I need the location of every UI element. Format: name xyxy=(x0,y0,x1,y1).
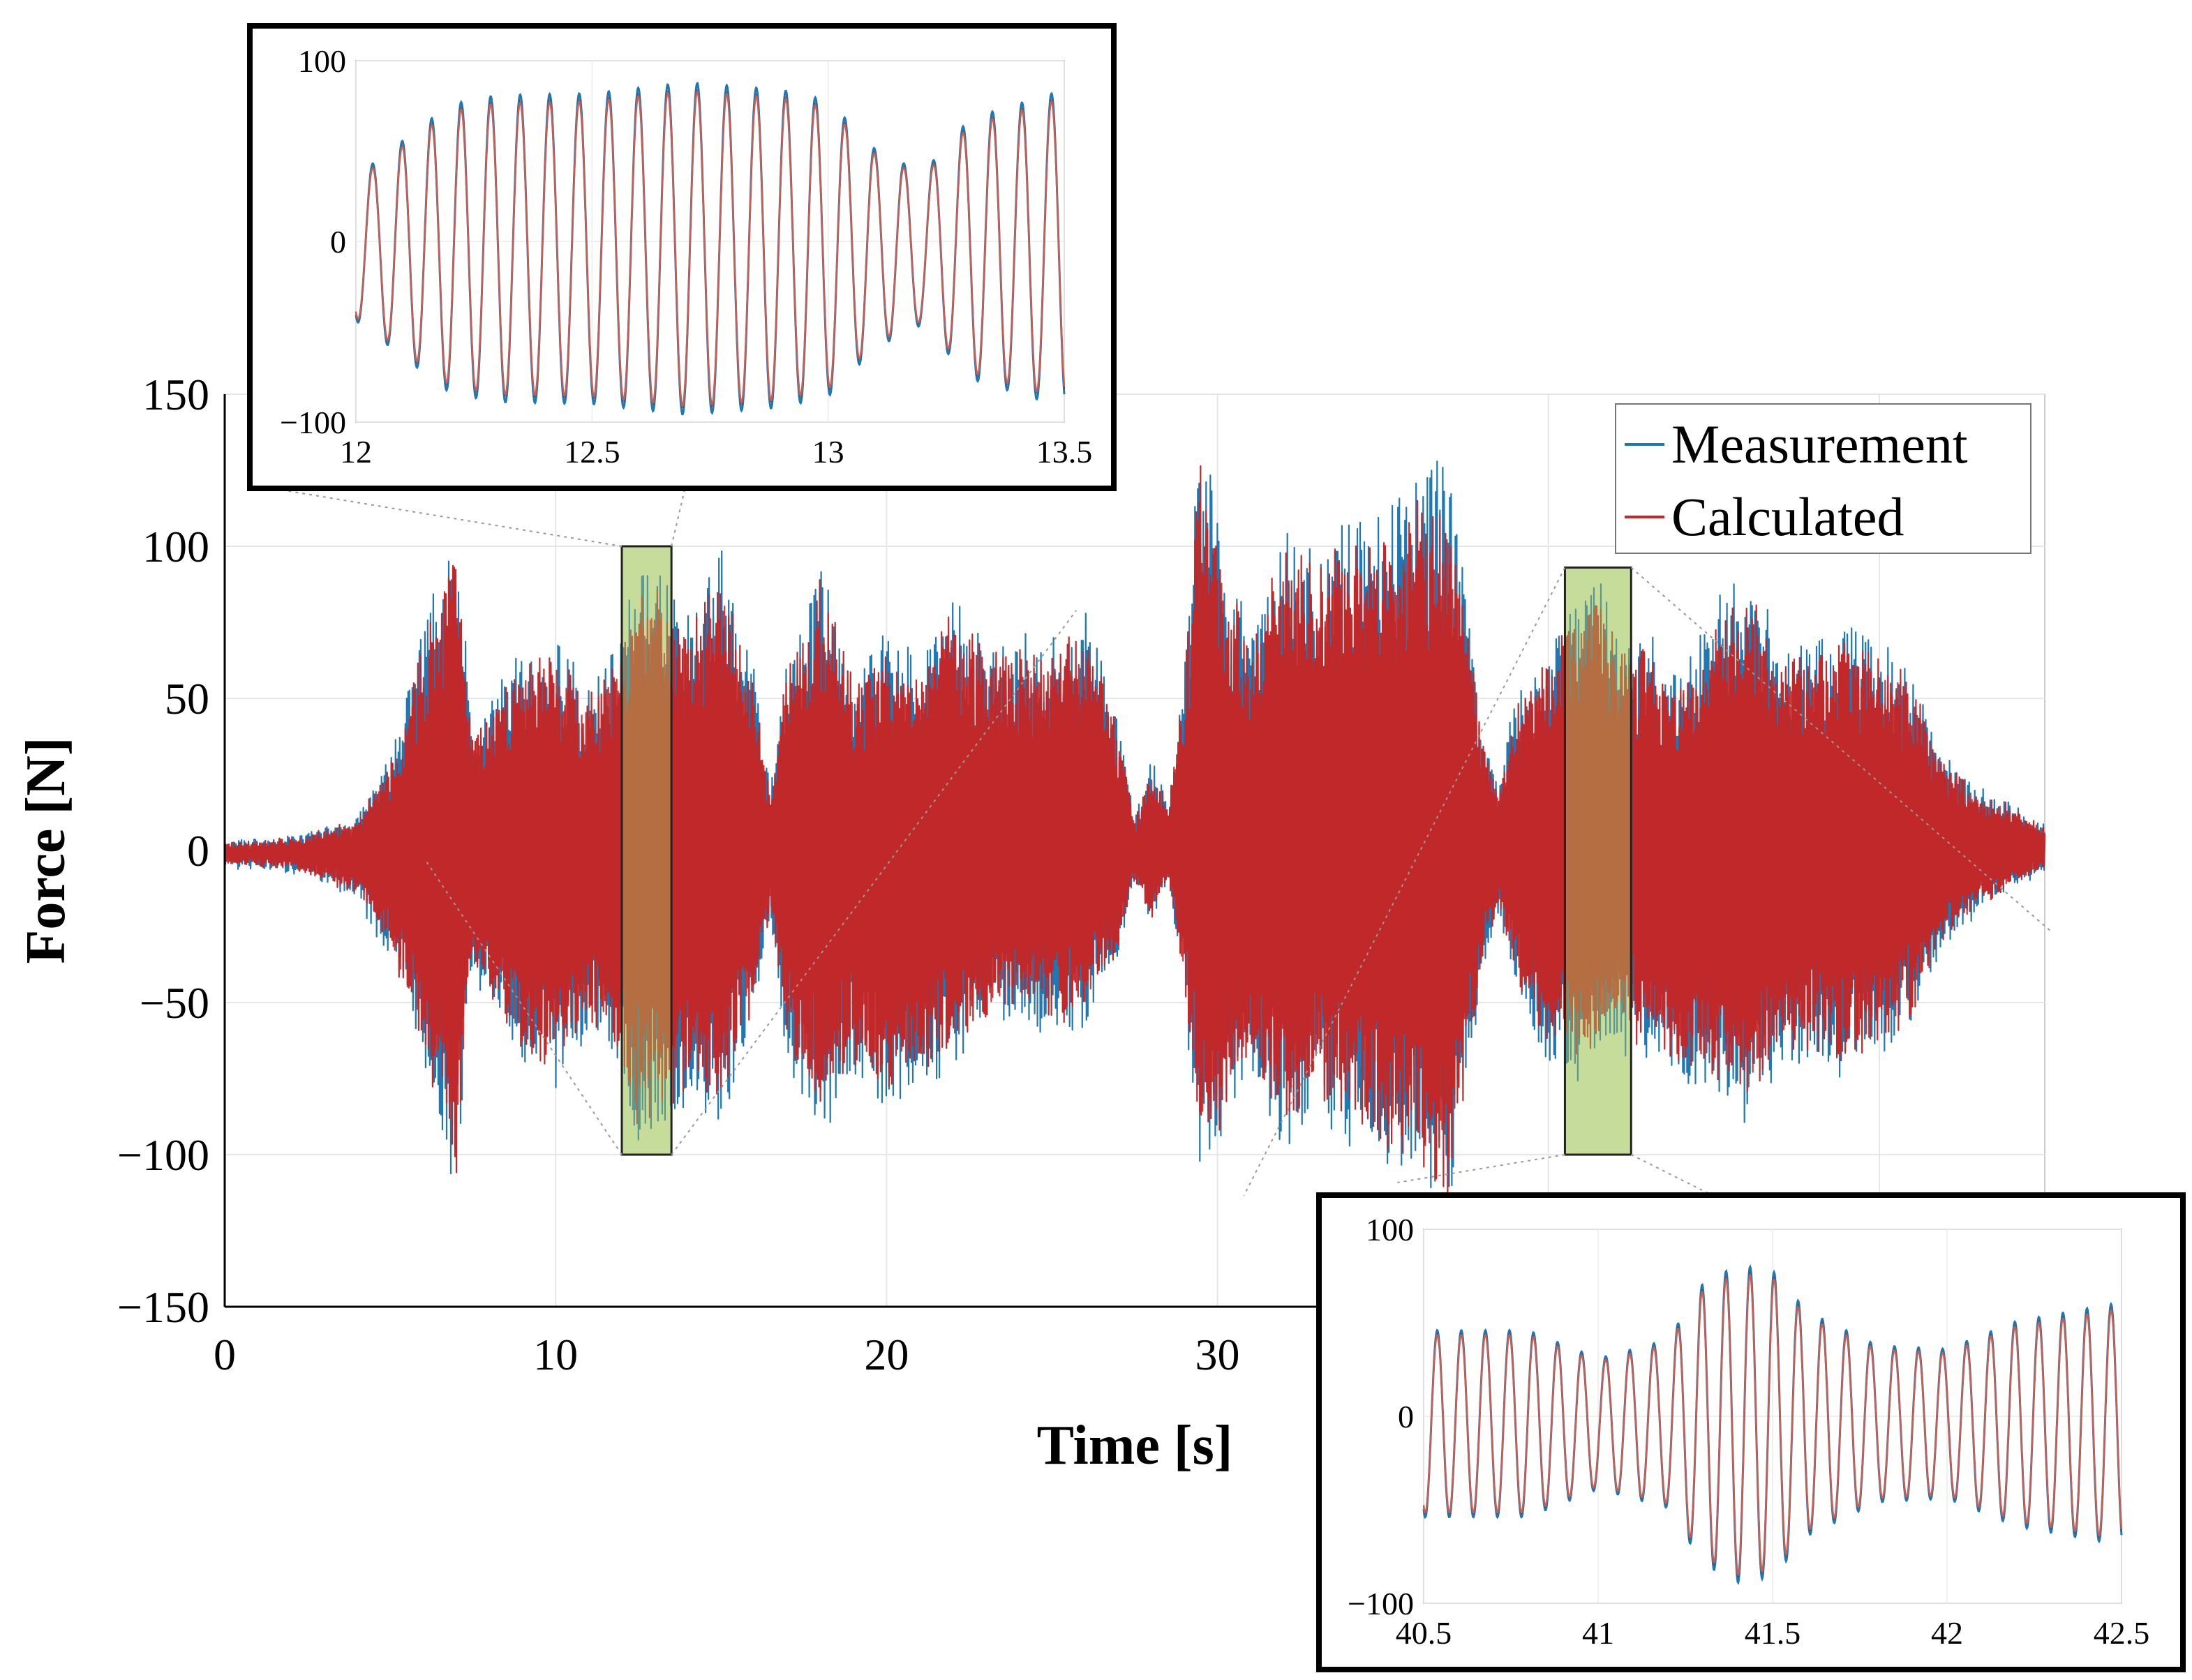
zoom-connector-line xyxy=(1630,1154,1715,1197)
x-axis-title: Time [s] xyxy=(1037,1415,1233,1476)
x-tick-label: 30 xyxy=(1195,1330,1240,1379)
inset-x-tick-label: 12.5 xyxy=(564,434,620,470)
legend-box xyxy=(1615,403,2031,554)
inset-x-tick-label: 41.5 xyxy=(1745,1615,1801,1651)
inset-x-tick-label: 42.5 xyxy=(2094,1615,2150,1651)
legend-label-calculated: Calculated xyxy=(1671,486,1904,547)
main-highlight-frames xyxy=(620,545,1632,1156)
x-tick-label: 10 xyxy=(533,1330,578,1379)
inset-y-tick-label: 100 xyxy=(298,43,346,79)
zoom-region-frame xyxy=(620,545,673,1156)
y-tick-label: 100 xyxy=(142,522,209,571)
inset-y-tick-label: 0 xyxy=(330,224,346,260)
main-plot: 01020304050150100500−50−100−150 Time [s]… xyxy=(15,370,2046,1476)
zoom-region-frame xyxy=(1563,567,1632,1156)
y-tick-label: 150 xyxy=(142,370,209,419)
zoom-connector-line xyxy=(1243,567,1566,1196)
inset-top: 12 12.5 13 13.5 100 0 −100 xyxy=(247,23,1117,491)
legend-label-measurement: Measurement xyxy=(1671,414,1968,474)
y-tick-label: 0 xyxy=(187,826,209,876)
zoom-connector-line xyxy=(426,861,622,1155)
inset-x-tick-label: 42 xyxy=(1931,1615,1963,1651)
inset-series-calculated xyxy=(1422,1272,2123,1577)
x-tick-label: 0 xyxy=(214,1330,236,1379)
inset-bottom: 40.5 41 41.5 42 42.5 100 0 −100 xyxy=(1316,1192,2186,1672)
inset-x-tick-label: 41 xyxy=(1582,1615,1614,1651)
y-tick-label: −100 xyxy=(117,1130,209,1180)
inset-bottom-grid xyxy=(1423,1229,2122,1604)
inset-x-tick-label: 40.5 xyxy=(1396,1615,1452,1651)
inset-x-tick-label: 13.5 xyxy=(1036,434,1093,470)
y-axis-title: Force [N] xyxy=(15,737,77,964)
legend: Measurement Calculated xyxy=(1615,403,2031,554)
x-tick-label: 20 xyxy=(864,1330,909,1379)
inset-y-tick-label: −100 xyxy=(280,405,346,440)
y-tick-label: −150 xyxy=(117,1282,209,1332)
zoom-region-tint xyxy=(622,546,672,1155)
inset-x-tick-label: 12 xyxy=(340,434,372,470)
inset-y-tick-label: −100 xyxy=(1348,1586,1414,1621)
main-series xyxy=(223,460,2046,1198)
inset-top-series xyxy=(355,82,1066,416)
inset-bottom-series xyxy=(1422,1263,2123,1585)
inset-top-grid xyxy=(355,60,1065,423)
inset-x-tick-label: 13 xyxy=(812,434,844,470)
series-calculated-fill xyxy=(223,501,2046,1156)
inset-top-ticks: 12 12.5 13 13.5 100 0 −100 xyxy=(280,43,1092,470)
inset-bottom-ticks: 40.5 41 41.5 42 42.5 100 0 −100 xyxy=(1348,1212,2149,1651)
zoom-connector-line xyxy=(1630,567,2050,931)
inset-y-tick-label: 0 xyxy=(1398,1399,1414,1434)
y-tick-label: −50 xyxy=(140,978,209,1028)
inset-series-calculated xyxy=(355,90,1066,407)
zoom-connector-line xyxy=(671,610,1077,1155)
y-tick-label: 50 xyxy=(165,674,209,723)
inset-y-tick-label: 100 xyxy=(1366,1212,1414,1247)
zoom-connector-line xyxy=(1397,1154,1565,1183)
zoom-region-tint xyxy=(1565,567,1632,1155)
